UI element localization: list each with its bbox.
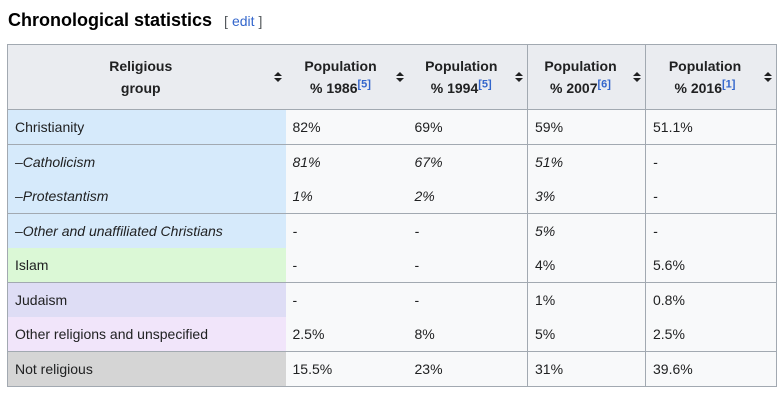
population-value-cell: 51.1% xyxy=(645,109,777,145)
column-header-population-2007[interactable]: Population% 2007[6] xyxy=(527,44,646,110)
sort-descending-triangle xyxy=(764,78,772,82)
population-value-cell: 3% xyxy=(527,179,646,214)
column-header-label: Religious group xyxy=(109,58,173,96)
religious-group-cell: Islam xyxy=(7,248,286,283)
edit-bracket-close: ] xyxy=(258,13,263,29)
population-value-cell: 1% xyxy=(527,282,646,317)
religious-group-cell: Not religious xyxy=(7,351,286,387)
column-header-label: Population% 2007[6] xyxy=(544,58,617,96)
population-value-cell: 23% xyxy=(407,351,528,387)
population-value-cell: 2% xyxy=(407,179,528,214)
section-title: Chronological statistics xyxy=(8,10,213,30)
sort-descending-triangle xyxy=(395,78,404,82)
edit-bracket-open: [ xyxy=(224,13,228,29)
column-header-religious-group[interactable]: Religious group xyxy=(7,44,286,110)
reference-link[interactable]: [1] xyxy=(722,78,736,91)
table-header-row: Religious group Population% 1986[5] Populat… xyxy=(7,44,777,110)
population-value-cell: - xyxy=(645,213,777,248)
table-row: –Other and unaffiliated Christians - -5% - xyxy=(7,213,777,248)
religious-group-cell: Judaism xyxy=(7,282,286,317)
population-value-cell: 39.6% xyxy=(645,351,777,387)
population-value-cell: - xyxy=(285,282,408,317)
reference-link[interactable]: [5] xyxy=(357,78,371,91)
population-value-cell: 5% xyxy=(527,317,646,352)
page: Chronological statistics [edit] Religious… xyxy=(7,10,783,387)
edit-section: [edit] xyxy=(224,13,262,29)
population-value-cell: 82% xyxy=(285,109,408,145)
sort-icon[interactable] xyxy=(633,72,641,82)
sort-ascending-triangle xyxy=(395,72,404,76)
population-value-cell: 2.5% xyxy=(285,317,408,352)
table-row: Judaism - -1% 0.8% xyxy=(7,282,777,317)
sort-ascending-triangle xyxy=(633,72,641,76)
sort-descending-triangle xyxy=(273,78,282,82)
population-value-cell: 15.5% xyxy=(285,351,408,387)
reference-link[interactable]: [5] xyxy=(478,78,492,91)
population-value-cell: - xyxy=(407,213,528,248)
population-value-cell: 31% xyxy=(527,351,646,387)
section-heading-row: Chronological statistics [edit] xyxy=(8,10,783,31)
population-value-cell: 8% xyxy=(407,317,528,352)
column-header-population-2016[interactable]: Population% 2016[1] xyxy=(645,44,777,110)
population-value-cell: - xyxy=(285,213,408,248)
sort-ascending-triangle xyxy=(273,72,282,76)
population-value-cell: 2.5% xyxy=(645,317,777,352)
table-row: –Protestantism 1% 2% 3% - xyxy=(7,179,777,214)
table-body: Christianity 82% 69% 59% 51.1% –Catholicism 81… xyxy=(7,109,777,387)
chronological-statistics-table: Religious group Population% 1986[5] Populat… xyxy=(7,44,777,387)
population-value-cell: 5.6% xyxy=(645,248,777,283)
sort-icon[interactable] xyxy=(764,72,772,82)
column-header-label: Population% 2016[1] xyxy=(668,58,742,96)
sort-descending-triangle xyxy=(515,78,523,82)
table-row: Christianity 82% 69% 59% 51.1% xyxy=(7,109,777,145)
population-value-cell: 59% xyxy=(527,109,646,145)
edit-link[interactable]: edit xyxy=(231,13,255,29)
religious-group-cell: –Protestantism xyxy=(7,179,286,214)
population-value-cell: - xyxy=(645,144,777,179)
population-value-cell: 1% xyxy=(285,179,408,214)
sort-icon[interactable] xyxy=(395,72,404,82)
population-value-cell: 0.8% xyxy=(645,282,777,317)
sort-icon[interactable] xyxy=(273,72,282,82)
religious-group-cell: Other religions and unspecified xyxy=(7,317,286,352)
sort-ascending-triangle xyxy=(515,72,523,76)
sort-ascending-triangle xyxy=(764,72,772,76)
column-header-label: Population% 1986[5] xyxy=(304,58,377,96)
religious-group-cell: –Catholicism xyxy=(7,144,286,179)
column-header-population-1986[interactable]: Population% 1986[5] xyxy=(285,44,408,110)
population-value-cell: 5% xyxy=(527,213,646,248)
religious-group-cell: –Other and unaffiliated Christians xyxy=(7,213,286,248)
table-row: –Catholicism 81% 67% 51% - xyxy=(7,144,777,179)
table-row: Other religions and unspecified 2.5% 8% 5% 2… xyxy=(7,317,777,352)
reference-link[interactable]: [6] xyxy=(597,78,611,91)
sort-descending-triangle xyxy=(633,78,641,82)
column-header-population-1994[interactable]: Population% 1994[5] xyxy=(407,44,528,110)
population-value-cell: 81% xyxy=(285,144,408,179)
population-value-cell: 4% xyxy=(527,248,646,283)
population-value-cell: 67% xyxy=(407,144,528,179)
population-value-cell: 51% xyxy=(527,144,646,179)
table-row: Islam - -4% 5.6% xyxy=(7,248,777,283)
religious-group-cell: Christianity xyxy=(7,109,286,145)
population-value-cell: - xyxy=(645,179,777,214)
population-value-cell: 69% xyxy=(407,109,528,145)
population-value-cell: - xyxy=(407,282,528,317)
population-value-cell: - xyxy=(407,248,528,283)
population-value-cell: - xyxy=(285,248,408,283)
table-row: Not religious 15.5% 23% 31% 39.6% xyxy=(7,351,777,387)
sort-icon[interactable] xyxy=(515,72,523,82)
column-header-label: Population% 1994[5] xyxy=(425,58,498,96)
